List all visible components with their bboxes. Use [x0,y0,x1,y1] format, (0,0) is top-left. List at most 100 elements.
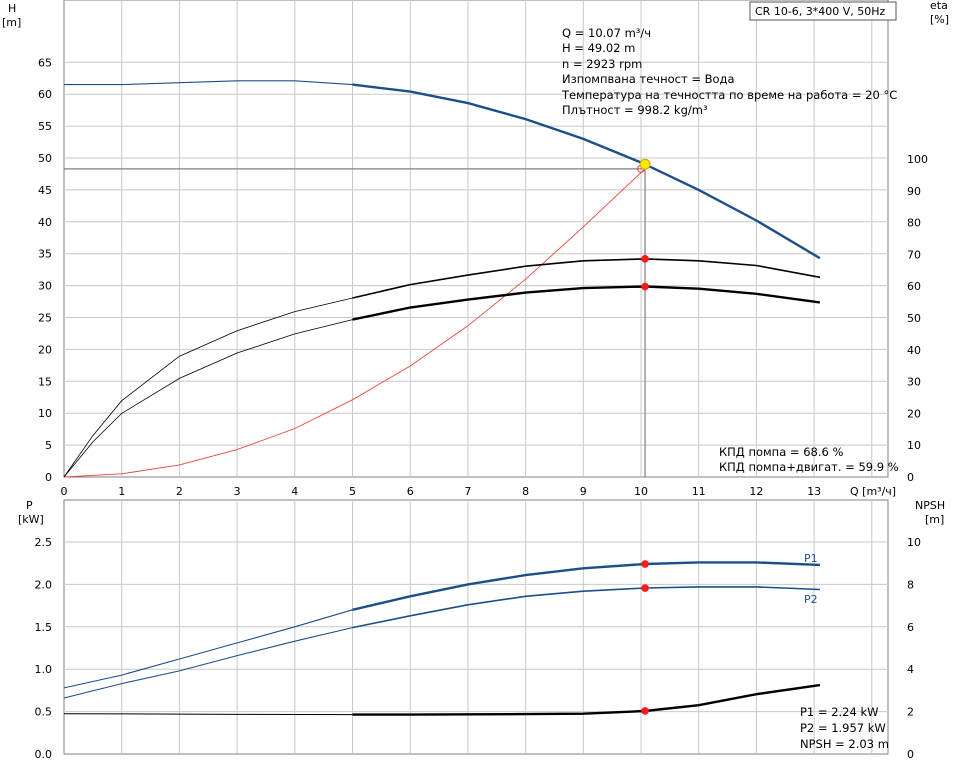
bottom-right-tick-label: 8 [907,578,914,591]
plot-grids [63,0,889,755]
bottom-plot-grid [63,499,889,755]
x-tick-label: 13 [807,485,821,498]
p2-series-label: P2 [804,593,818,606]
top-right-tick-label: 20 [907,407,921,420]
x-tick-label: 7 [464,485,471,498]
total-efficiency-curve [352,285,821,321]
top-left-tick-label: 15 [38,375,52,388]
x-axis-label: Q [m³/ч] [850,485,896,498]
operating-point-info: Q = 10.07 m³/ч H = 49.02 m n = 2923 rpm … [561,26,897,117]
npsh-curve [352,683,821,716]
x-tick-label: 5 [349,485,356,498]
total-efficiency-curve-thin [63,319,353,478]
top-right-tick-label: 90 [907,185,921,198]
top-left-axis-unit: [m] [2,16,21,29]
power-info: P1 = 2.24 kW P2 = 1.957 kW NPSH = 2.03 m [800,705,889,751]
pump-legend-box: CR 10-6, 3*400 V, 50Hz [749,1,897,21]
x-tick-label: 11 [692,485,706,498]
bottom-left-axis-unit: [kW] [18,513,44,526]
p2-curve [352,586,820,629]
info-density: Плътност = 998.2 kg/m³ [562,103,708,117]
x-tick-label: 3 [234,485,241,498]
info-head: H = 49.02 m [562,41,635,55]
bottom-left-tick-label: 0.0 [35,748,53,761]
top-left-tick-label: 60 [38,88,52,101]
info-p2: P2 = 1.957 kW [800,721,886,735]
top-left-tick-label: 40 [38,216,52,229]
x-tick-label: 6 [407,485,414,498]
pump-efficiency-marker [641,255,649,263]
total-efficiency-marker [641,282,649,291]
top-right-tick-label: 70 [907,248,921,261]
npsh-marker [641,707,649,715]
top-plot-grid [63,0,889,478]
info-liquid: Изпомпвана течност = Вода [562,72,735,86]
top-left-tick-label: 10 [38,407,52,420]
efficiency-info: КПД помпа = 68.6 % КПД помпа+двигат. = 5… [719,445,899,474]
pump-efficiency-curve-thin [63,297,353,478]
bottom-right-axis-label: NPSH [915,499,945,512]
system-curve [63,168,646,478]
p2-curve-thin [63,627,353,699]
info-temperature: Температура на течността по време на раб… [561,88,897,102]
bottom-left-tick-label: 0.5 [35,706,53,719]
top-right-tick-label: 100 [907,153,928,166]
bottom-right-tick-label: 0 [907,748,914,761]
bottom-left-tick-label: 2.5 [35,536,53,549]
top-left-tick-label: 35 [38,248,52,261]
tick-labels: 0 1 2 3 4 5 6 7 8 9 10 11 12 130510152025303540455055… [35,56,929,761]
top-right-tick-label: 80 [907,217,921,230]
top-left-axis-label: H [8,2,16,15]
p1-series-label: P1 [804,552,818,565]
top-right-tick-label: 0 [907,471,914,484]
top-left-tick-label: 25 [38,312,52,325]
bottom-right-tick-label: 10 [907,536,921,549]
info-total-efficiency: КПД помпа+двигат. = 59.9 % [719,460,899,474]
bottom-right-tick-label: 2 [907,706,914,719]
info-pump-efficiency: КПД помпа = 68.6 % [719,445,843,459]
info-speed: n = 2923 rpm [562,57,642,71]
info-npsh: NPSH = 2.03 m [800,737,889,751]
operating-point-marker [639,158,651,170]
curves-layer [63,80,821,716]
x-tick-label: 1 [118,485,125,498]
x-tick-label: 4 [291,485,298,498]
pump-efficiency-curve [352,258,821,299]
x-tick-label: 12 [749,485,763,498]
head-curve-thin [64,80,353,86]
top-left-tick-label: 55 [38,120,52,133]
x-tick-label: 2 [176,485,183,498]
top-left-tick-label: 50 [38,152,52,165]
top-right-tick-label: 30 [907,376,921,389]
top-left-tick-label: 45 [38,184,52,197]
x-tick-label: 8 [522,485,529,498]
bottom-right-axis-unit: [m] [925,513,944,526]
pump-legend-text: CR 10-6, 3*400 V, 50Hz [755,5,886,18]
x-tick-label: 0 [61,485,68,498]
top-right-axis-unit: [%] [930,13,949,26]
top-left-tick-label: 30 [38,280,52,293]
info-p1: P1 = 2.24 kW [800,705,879,719]
npsh-curve-thin [63,713,353,716]
head-curve [352,83,821,260]
p1-marker [641,560,649,568]
top-left-tick-label: 20 [38,343,52,356]
top-left-tick-label: 65 [38,56,52,69]
top-right-axis-label: eta [930,0,948,12]
top-right-tick-label: 60 [907,280,921,293]
top-right-tick-label: 50 [907,312,921,325]
top-plot-frame [63,0,889,478]
info-flow: Q = 10.07 m³/ч [562,26,651,40]
p1-curve-thin [63,609,353,689]
top-left-tick-label: 5 [45,439,52,452]
bottom-left-tick-label: 2.0 [35,578,53,591]
top-left-tick-label: 0 [45,471,52,484]
x-tick-label: 10 [634,485,648,498]
p2-marker [641,584,649,592]
p1-curve [352,561,820,611]
bottom-right-tick-label: 6 [907,621,914,634]
top-right-tick-label: 40 [907,344,921,357]
x-tick-label: 9 [580,485,587,498]
bottom-left-axis-label: P [26,499,33,512]
